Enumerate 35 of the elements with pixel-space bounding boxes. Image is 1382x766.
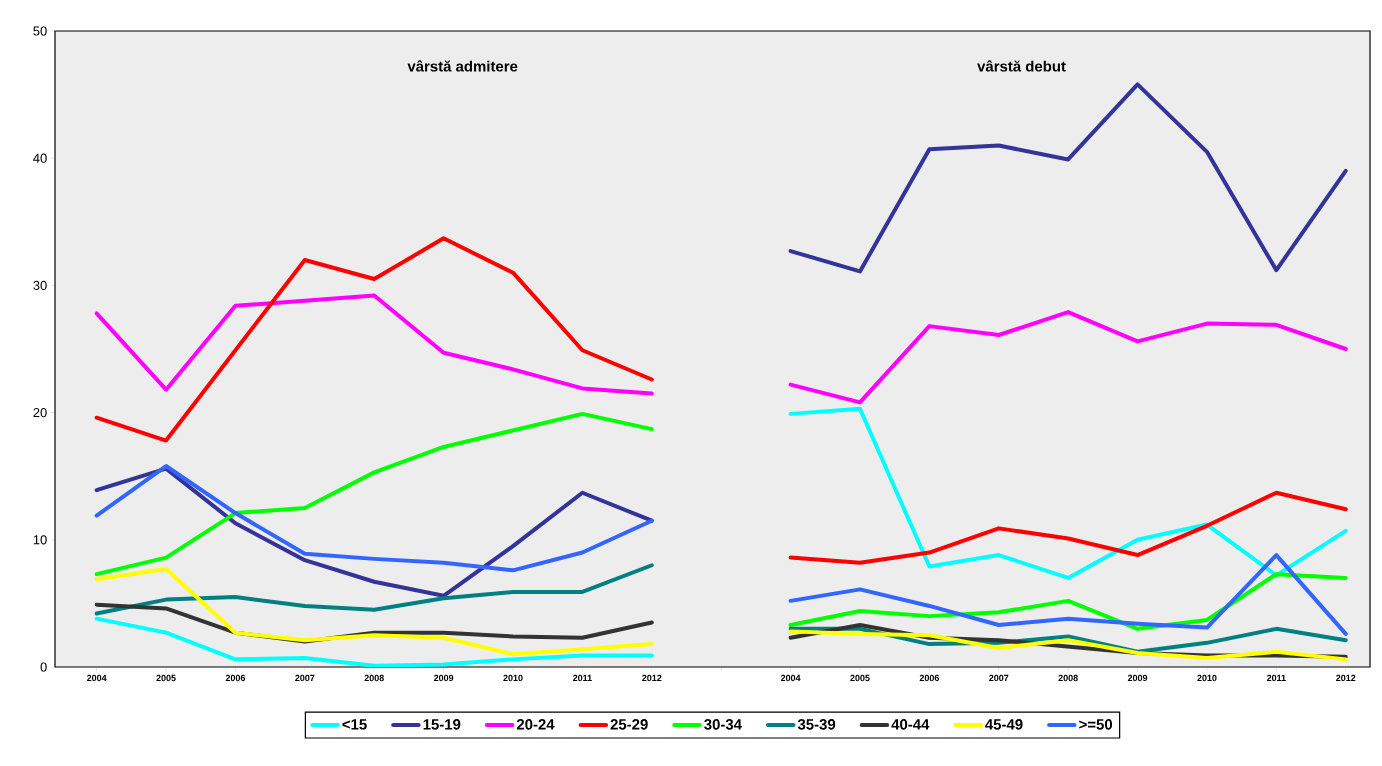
x-tick-label: 2012	[1336, 674, 1356, 682]
y-tick-label: 30	[33, 280, 47, 290]
x-tick-label: 2008	[1058, 674, 1078, 682]
legend-label: 35-39	[797, 719, 836, 730]
x-tick-label: 2010	[1197, 674, 1217, 682]
x-tick-label: 2005	[850, 674, 870, 682]
x-tick-label: 2009	[1127, 674, 1148, 682]
x-tick-label: 2007	[989, 674, 1009, 682]
x-tick-label: 2011	[572, 674, 592, 682]
legend-label: 40-44	[891, 719, 930, 730]
legend-label: 25-29	[610, 719, 648, 730]
x-tick-label: 2004	[86, 674, 107, 682]
x-tick-label: 2006	[919, 674, 939, 682]
legend-label: <15	[342, 719, 367, 730]
x-tick-label: 2008	[364, 674, 384, 682]
y-tick-label: 50	[33, 26, 47, 36]
x-tick-label: 2009	[433, 674, 454, 682]
annotation: vârstă debut	[977, 60, 1066, 72]
x-tick-label: 2011	[1266, 674, 1286, 682]
y-tick-label: 40	[33, 153, 47, 163]
y-tick-label: 10	[33, 535, 47, 545]
x-tick-label: 2004	[780, 674, 801, 682]
legend-label: 15-19	[423, 719, 461, 730]
x-tick-label: 2005	[156, 674, 176, 682]
x-tick-label: 2006	[225, 674, 246, 682]
x-tick-label: 2007	[295, 674, 315, 682]
legend-label: 20-24	[516, 719, 555, 730]
legend-label: 30-34	[704, 719, 742, 730]
x-tick-label: 2012	[642, 674, 662, 682]
x-tick-label: 2010	[503, 674, 523, 682]
annotation: vârstă admitere	[407, 60, 518, 72]
y-tick-label: 20	[33, 408, 47, 418]
y-tick-label: 0	[40, 662, 47, 672]
legend-label: >=50	[1079, 719, 1113, 730]
legend-label: 45-49	[985, 719, 1023, 730]
